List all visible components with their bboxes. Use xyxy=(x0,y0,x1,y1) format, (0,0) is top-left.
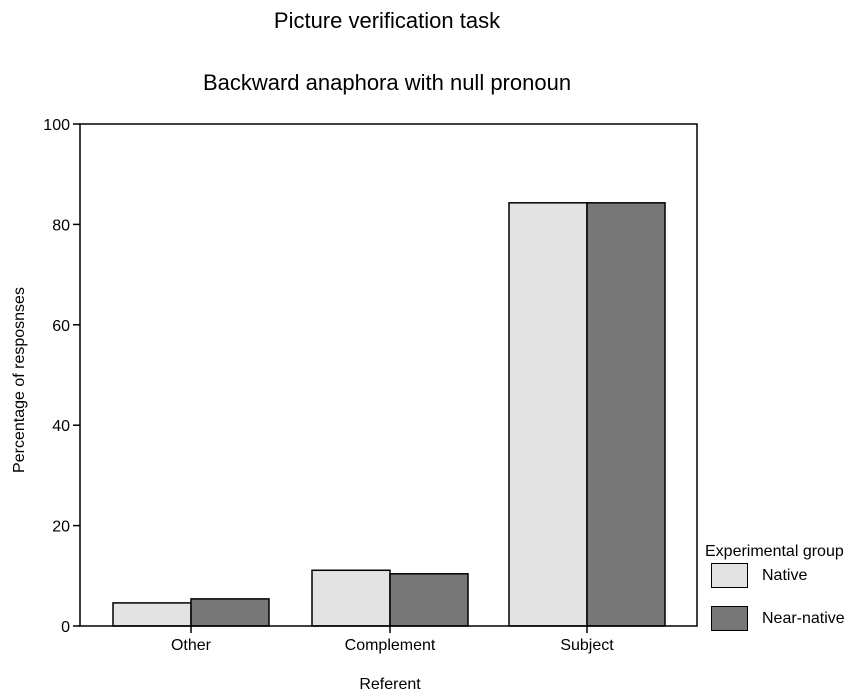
y-tick-label-40: 40 xyxy=(52,418,70,435)
x-axis-title: Referent xyxy=(359,676,421,693)
bar-near-native-other xyxy=(190,598,270,627)
y-tick-label-80: 80 xyxy=(52,217,70,234)
legend-label-native: Native xyxy=(762,566,808,584)
x-tick-label-other: Other xyxy=(171,637,212,654)
bar-near-native-subject xyxy=(586,202,666,627)
bar-near-native-complement xyxy=(389,573,469,627)
y-tick-label-100: 100 xyxy=(43,117,70,134)
y-axis-title: Percentage of resposnses xyxy=(11,287,28,473)
x-tick-label-complement: Complement xyxy=(345,637,436,654)
x-tick-label-subject: Subject xyxy=(560,637,614,654)
legend-swatch-near-native xyxy=(711,606,748,631)
y-tick-label-0: 0 xyxy=(61,619,70,636)
bar-native-complement xyxy=(311,569,391,627)
chart-title: Picture verification task xyxy=(273,8,501,33)
bar-native-other xyxy=(112,602,192,627)
plot-frame xyxy=(79,123,698,627)
y-tick-label-20: 20 xyxy=(52,519,70,536)
chart-subtitle: Backward anaphora with null pronoun xyxy=(202,70,572,95)
legend-title: Experimental group xyxy=(705,543,844,560)
y-tick-label-60: 60 xyxy=(52,318,70,335)
bar-native-subject xyxy=(508,202,588,627)
legend-item-near-native: Near-native xyxy=(711,605,845,632)
legend-swatch-native xyxy=(711,563,748,588)
legend-item-native: Native xyxy=(711,562,807,589)
legend-label-near-native: Near-native xyxy=(762,609,845,627)
